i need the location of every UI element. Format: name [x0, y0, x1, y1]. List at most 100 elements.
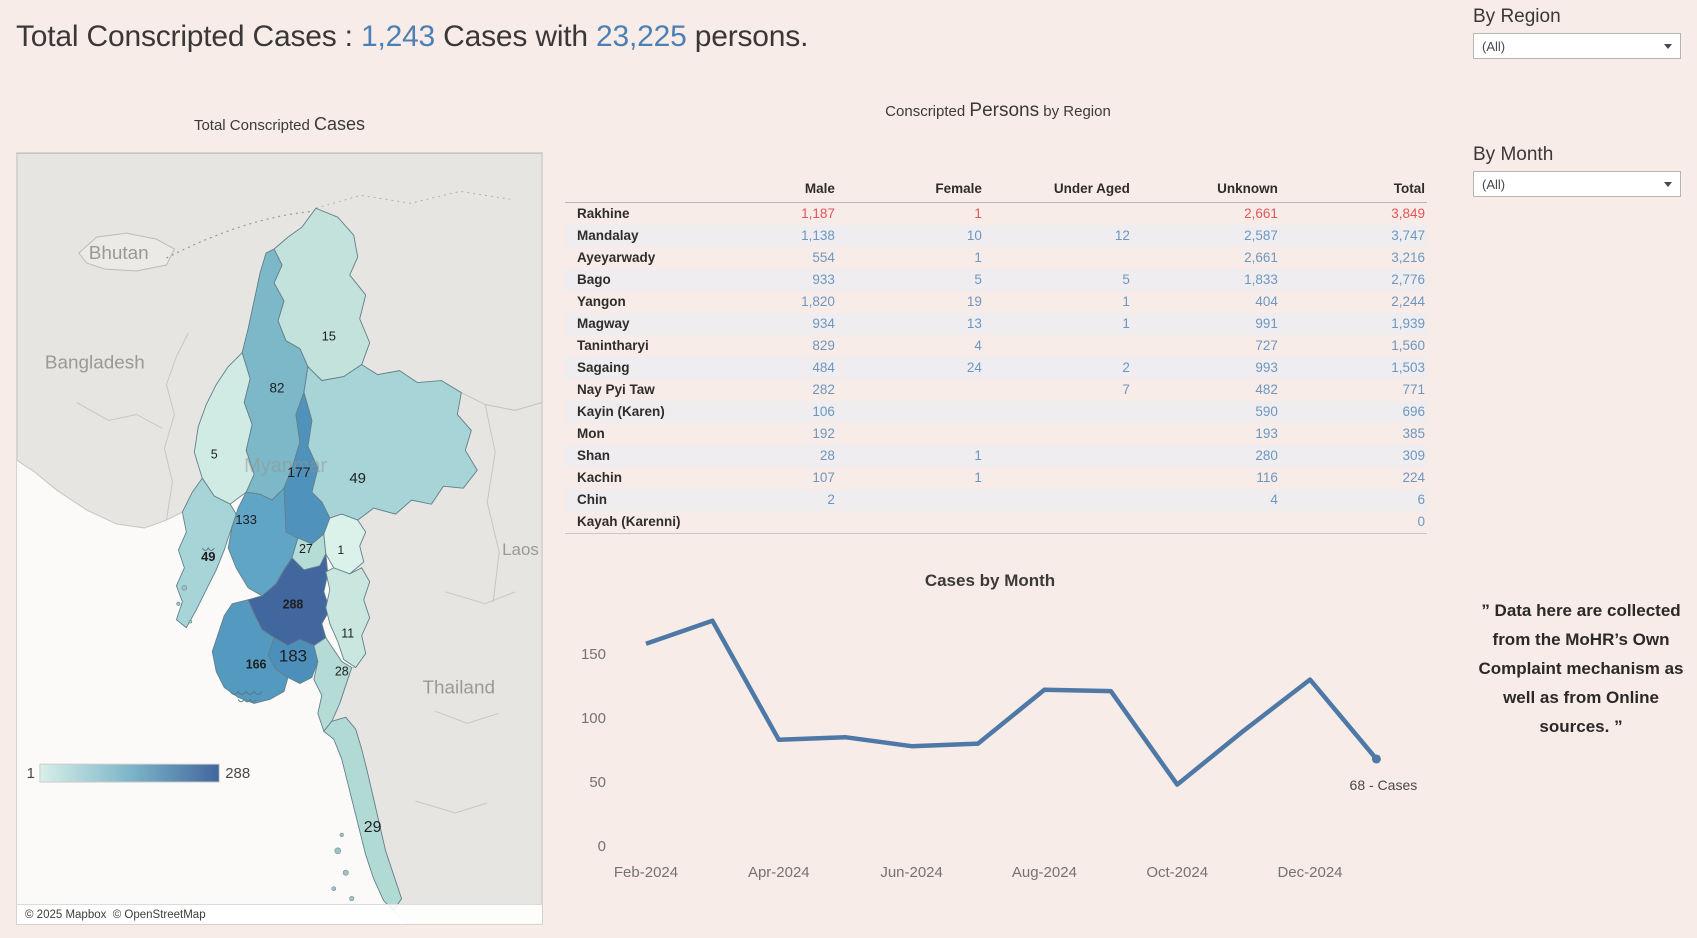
map-region-Kayin[interactable]	[325, 567, 371, 669]
cell-value: 24	[966, 360, 982, 375]
region-value-label: 288	[283, 598, 304, 612]
cell-value	[746, 511, 837, 534]
table-row[interactable]: Kayah (Karenni) 0	[565, 511, 1427, 534]
month-filter-select[interactable]: (All)	[1473, 171, 1681, 197]
myanmar-choropleth-map: Bhutan Bangladesh Myanmar Laos Thailand …	[16, 152, 543, 925]
table-row[interactable]: Bago 933 5 5 1,833 2,776	[565, 269, 1427, 291]
cell-value: 116	[1256, 470, 1278, 485]
cell-value: 3,216	[1391, 250, 1425, 265]
cell-value: 1	[974, 470, 982, 485]
table-row[interactable]: Rakhine 1,187 1 2,661 3,849	[565, 203, 1427, 226]
thailand-label: Thailand	[422, 677, 495, 698]
table-row[interactable]: Mon 192 193 385	[565, 423, 1427, 445]
cell-value: 6	[1417, 492, 1425, 507]
region-value-label: 49	[349, 470, 366, 487]
region-value-label: 177	[287, 464, 311, 480]
column-header: Female	[836, 178, 984, 203]
cell-value	[836, 511, 984, 534]
row-region-label: Kayin (Karen)	[577, 404, 665, 419]
region-value-label: 11	[341, 627, 354, 641]
title-prefix: Total Conscripted Cases :	[16, 20, 361, 53]
cell-value: 28	[819, 448, 835, 463]
cell-value: 991	[1255, 316, 1278, 331]
cases-line[interactable]	[645, 618, 1379, 787]
region-filter-value: (All)	[1482, 38, 1506, 54]
cell-value	[837, 401, 984, 423]
cell-value: 107	[812, 470, 835, 485]
table-row[interactable]: Magway 934 13 1 991 1,939	[565, 313, 1427, 335]
cell-value: 385	[1402, 426, 1425, 441]
row-region-label: Mandalay	[577, 228, 639, 243]
table-row[interactable]: Tanintharyi 829 4 727 1,560	[565, 335, 1427, 357]
title-suffix: persons.	[686, 20, 809, 53]
table-row[interactable]: Yangon 1,820 19 1 404 2,244	[565, 291, 1427, 313]
cell-value: 404	[1255, 294, 1278, 309]
x-tick-label: Jun-2024	[880, 864, 943, 881]
map-region-Kayah[interactable]	[323, 513, 367, 575]
region-column-header	[565, 178, 747, 203]
row-region-label: Rakhine	[577, 206, 630, 221]
cases-line-series: 68 - Cases	[645, 618, 1417, 793]
table-row[interactable]: Sagaing 484 24 2 993 1,503	[565, 357, 1427, 379]
last-point-marker[interactable]	[1371, 754, 1381, 764]
persons-by-region-table: Male Female Under Aged Unknown Total Rakhine…	[565, 178, 1427, 534]
cell-value: 193	[1255, 426, 1278, 441]
table-row[interactable]: Ayeyarwady 554 1 2,661 3,216	[565, 247, 1427, 269]
cell-value: 482	[1255, 382, 1278, 397]
map-attribution: © 2025 Mapbox © OpenStreetMap	[17, 904, 542, 924]
cell-value: 2,776	[1391, 272, 1425, 287]
cell-value: 484	[812, 360, 835, 375]
chart-title: Cases by Month	[924, 571, 1056, 590]
cell-value: 4	[1270, 492, 1278, 507]
cell-value	[983, 511, 1132, 534]
cell-value	[837, 489, 984, 511]
y-tick-label: 150	[581, 646, 606, 663]
region-filter-select[interactable]: (All)	[1473, 33, 1681, 59]
cases-by-month-chart: 0 50 100 150 Feb-2024 Apr-2024 Jun-2024 Aug-20…	[560, 520, 1420, 920]
cell-value: 696	[1402, 404, 1425, 419]
cell-value: 2,661	[1244, 250, 1278, 265]
cell-value	[984, 423, 1132, 445]
table-row[interactable]: Nay Pyi Taw 282 7 482 771	[565, 379, 1427, 401]
cell-value	[837, 379, 984, 401]
row-region-label: Kachin	[577, 470, 623, 485]
map-region-Rakhine[interactable]	[175, 477, 237, 629]
cell-value: 13	[966, 316, 982, 331]
cell-value: 1,187	[801, 206, 835, 221]
map-region-Ayeyarwady[interactable]	[211, 599, 289, 704]
table-row[interactable]: Shan 28 1 280 309	[565, 445, 1427, 467]
cell-value: 727	[1255, 338, 1278, 353]
table-row[interactable]: Chin 2 4 6	[565, 489, 1427, 511]
cell-value	[984, 247, 1132, 269]
map-canvas: Bhutan Bangladesh Myanmar Laos Thailand …	[17, 153, 542, 924]
title-middle: Cases with	[435, 20, 597, 53]
column-header: Male	[746, 178, 837, 203]
region-value-label: 166	[246, 658, 267, 672]
persons-count: 23,225	[596, 20, 687, 53]
month-filter-value: (All)	[1482, 176, 1506, 192]
row-region-label: Nay Pyi Taw	[577, 382, 655, 397]
bhutan-label: Bhutan	[89, 243, 149, 264]
column-header: Total	[1279, 178, 1427, 203]
y-tick-label: 0	[598, 838, 606, 855]
cell-value: 1	[974, 250, 982, 265]
cell-value: 10	[966, 228, 982, 243]
month-filter-label: By Month	[1473, 144, 1554, 165]
map-region-Mon[interactable]	[313, 637, 353, 733]
table-row[interactable]: Kachin 107 1 116 224	[565, 467, 1427, 489]
region-filter: By Region (All)	[1473, 6, 1681, 59]
x-tick-label: Oct-2024	[1146, 864, 1208, 881]
table-row[interactable]: Mandalay 1,138 10 12 2,587 3,747	[565, 225, 1427, 247]
myanmar-label: Myanmar	[244, 455, 327, 477]
chart-canvas: 0 50 100 150 Feb-2024 Apr-2024 Jun-2024 Aug-20…	[581, 618, 1417, 881]
coastal-islets	[176, 585, 355, 902]
table-row[interactable]: Kayin (Karen) 106 590 696	[565, 401, 1427, 423]
cell-value	[984, 445, 1132, 467]
cell-value: 4	[974, 338, 982, 353]
cell-value: 1	[974, 448, 982, 463]
cell-value: 829	[812, 338, 835, 353]
cell-value: 5	[1122, 272, 1130, 287]
cell-value	[1131, 511, 1280, 534]
chevron-down-icon	[1664, 181, 1672, 187]
